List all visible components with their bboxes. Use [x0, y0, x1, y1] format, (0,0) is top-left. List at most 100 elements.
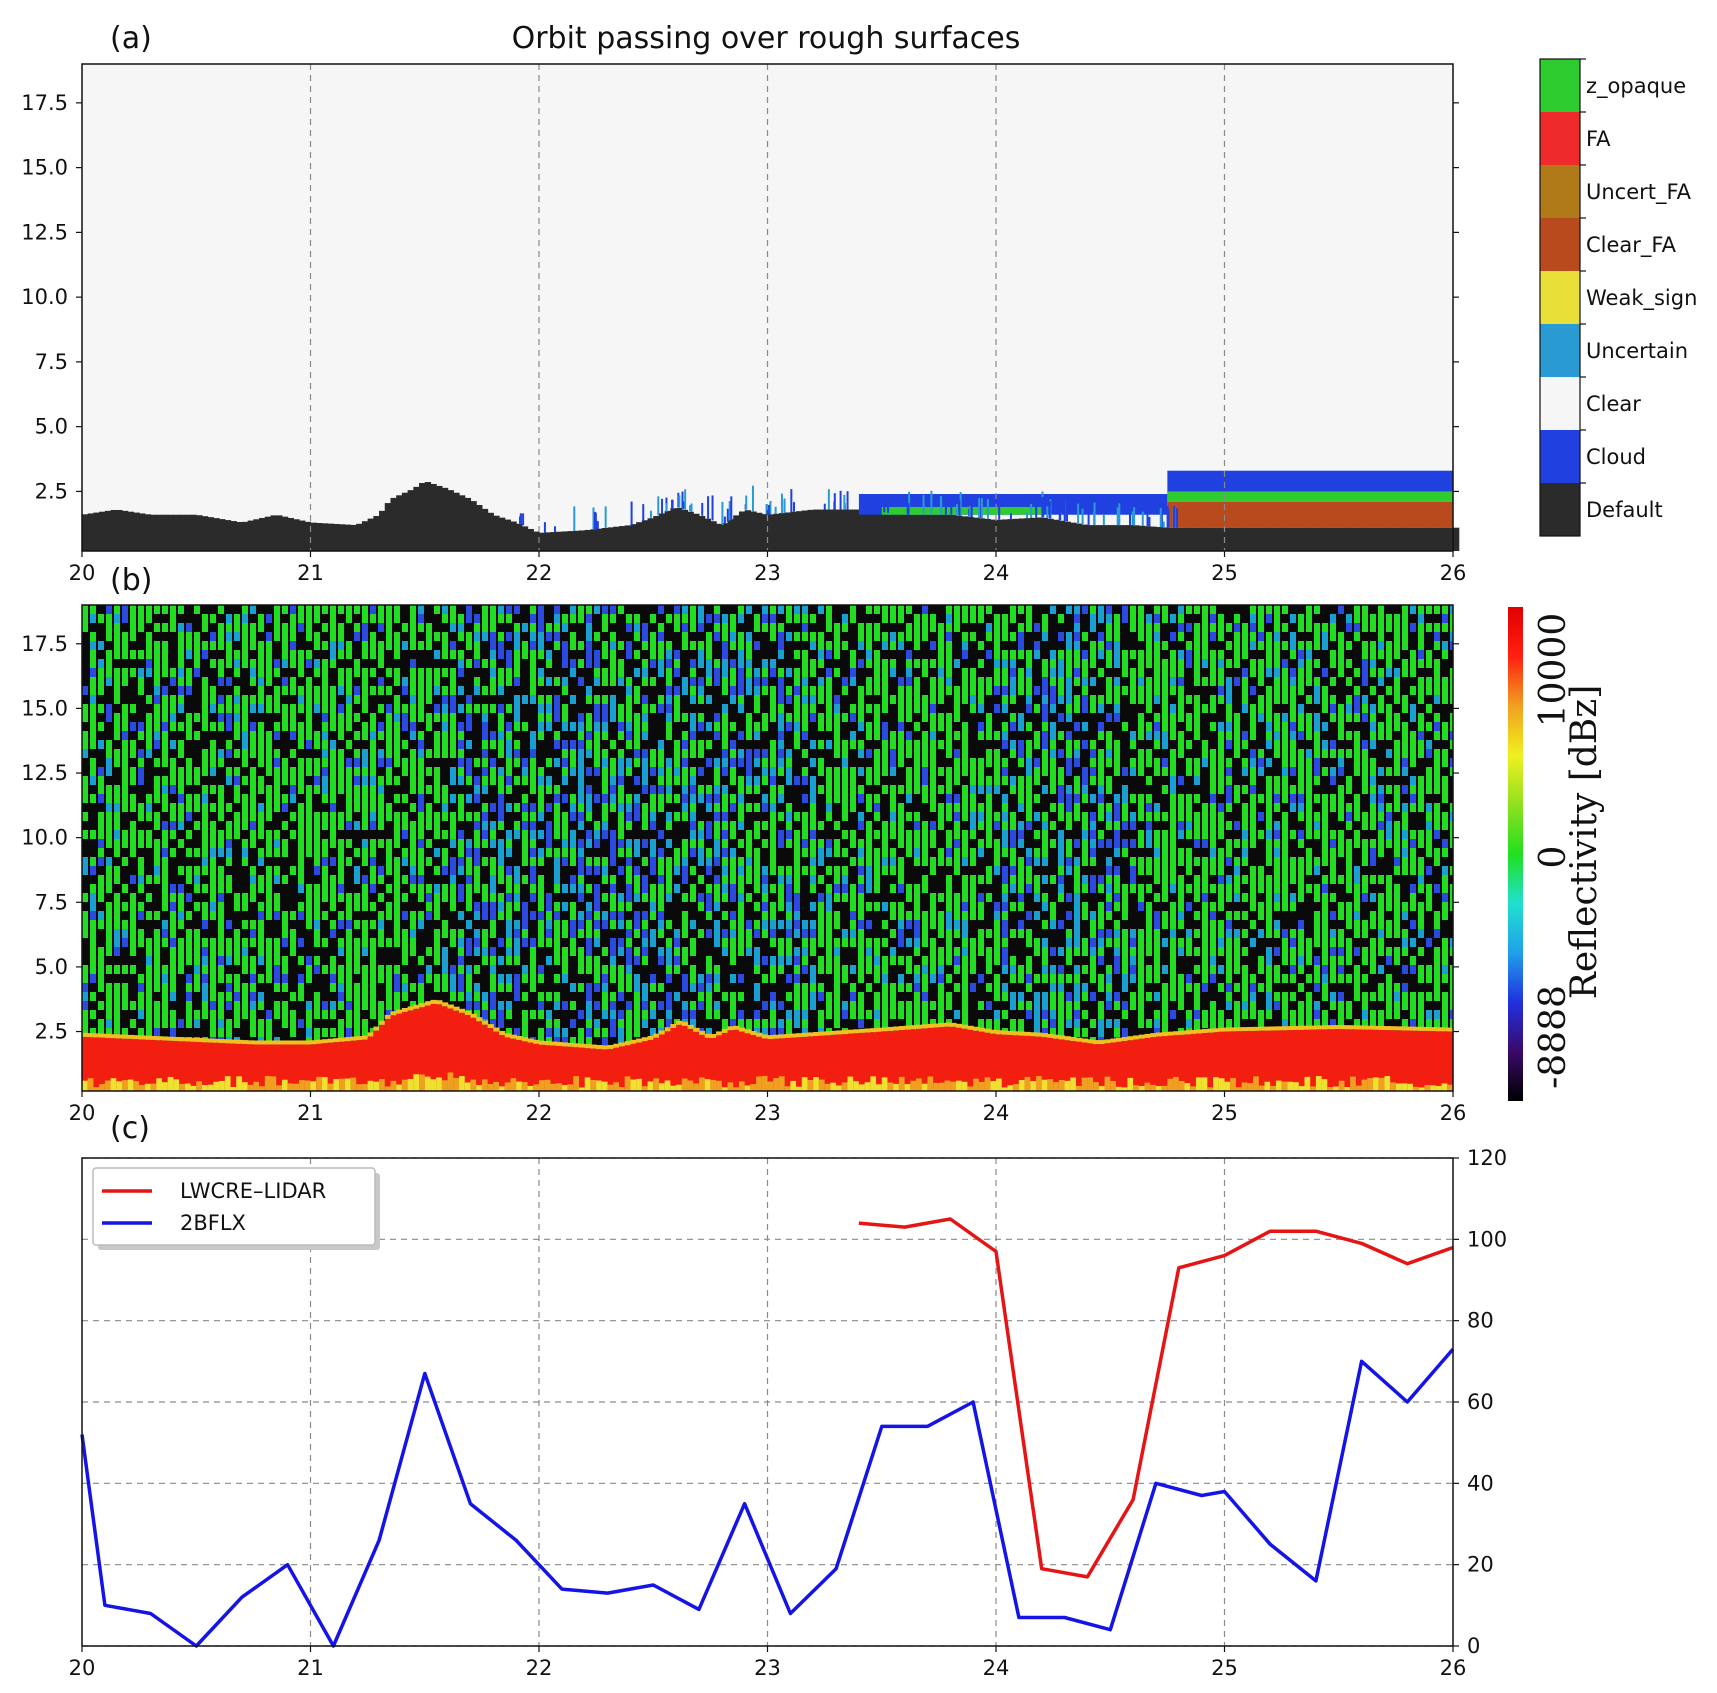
noise-pixel: [274, 902, 280, 911]
noise-pixel: [154, 1001, 160, 1010]
default-column: [99, 511, 106, 551]
noise-pixel: [522, 974, 528, 983]
noise-pixel: [170, 695, 176, 704]
noise-pixel: [402, 938, 408, 947]
noise-pixel: [418, 731, 424, 740]
noise-pixel: [378, 731, 384, 740]
noise-pixel: [274, 1001, 280, 1010]
noise-pixel: [1002, 821, 1008, 830]
noise-pixel: [938, 974, 944, 983]
noise-pixel: [210, 911, 216, 920]
noise-pixel: [690, 731, 696, 740]
noise-pixel: [674, 857, 680, 866]
noise-pixel: [202, 794, 208, 803]
noise-pixel: [154, 983, 160, 992]
noise-pixel: [306, 920, 312, 929]
noise-pixel: [778, 1028, 784, 1037]
noise-pixel: [458, 956, 464, 965]
noise-pixel: [402, 911, 408, 920]
noise-pixel: [322, 659, 328, 668]
noise-pixel: [346, 677, 352, 686]
noise-pixel: [170, 965, 176, 974]
noise-pixel: [586, 803, 592, 812]
noise-pixel: [618, 605, 624, 614]
noise-pixel: [778, 704, 784, 713]
noise-pixel: [626, 623, 632, 632]
noise-pixel: [82, 1010, 88, 1019]
noise-pixel: [874, 884, 880, 893]
noise-pixel: [738, 938, 744, 947]
noise-pixel: [146, 740, 152, 749]
noise-pixel: [354, 1028, 360, 1037]
noise-pixel: [306, 1019, 312, 1028]
noise-pixel: [514, 650, 520, 659]
noise-pixel: [378, 974, 384, 983]
noise-pixel: [538, 677, 544, 686]
noise-pixel: [650, 794, 656, 803]
noise-pixel: [706, 1010, 712, 1019]
noise-pixel: [546, 722, 552, 731]
noise-pixel: [106, 632, 112, 641]
noise-pixel: [634, 992, 640, 1001]
noise-pixel: [514, 947, 520, 956]
noise-pixel: [154, 866, 160, 875]
noise-pixel: [602, 668, 608, 677]
noise-pixel: [818, 821, 824, 830]
noise-pixel: [122, 704, 128, 713]
noise-pixel: [602, 974, 608, 983]
noise-pixel: [858, 839, 864, 848]
noise-pixel: [754, 830, 760, 839]
noise-pixel: [410, 947, 416, 956]
noise-pixel: [570, 794, 576, 803]
noise-pixel: [570, 1037, 576, 1046]
noise-pixel: [306, 722, 312, 731]
noise-pixel: [722, 812, 728, 821]
noise-pixel: [162, 992, 168, 1001]
cloud-speckle: [1063, 499, 1066, 522]
noise-pixel: [970, 803, 976, 812]
noise-pixel: [690, 623, 696, 632]
noise-pixel: [786, 911, 792, 920]
legend-frame: [1539, 58, 1581, 537]
noise-pixel: [866, 884, 872, 893]
noise-pixel: [506, 848, 512, 857]
noise-pixel: [698, 875, 704, 884]
noise-pixel: [538, 767, 544, 776]
noise-pixel: [594, 695, 600, 704]
noise-pixel: [234, 614, 240, 623]
noise-pixel: [530, 614, 536, 623]
default-column: [1355, 527, 1363, 551]
noise-pixel: [322, 749, 328, 758]
noise-pixel: [586, 938, 592, 947]
noise-pixel: [954, 830, 960, 839]
noise-pixel: [930, 1019, 936, 1028]
noise-pixel: [762, 893, 768, 902]
noise-pixel: [122, 965, 128, 974]
noise-pixel: [914, 947, 920, 956]
noise-pixel: [434, 866, 440, 875]
noise-pixel: [690, 1010, 696, 1019]
noise-pixel: [378, 794, 384, 803]
noise-pixel: [970, 965, 976, 974]
noise-pixel: [258, 659, 264, 668]
noise-pixel: [770, 938, 776, 947]
noise-pixel: [442, 830, 448, 839]
noise-pixel: [490, 1001, 496, 1010]
noise-pixel: [602, 749, 608, 758]
noise-pixel: [490, 929, 496, 938]
noise-pixel: [586, 686, 592, 695]
noise-pixel: [146, 830, 152, 839]
noise-pixel: [922, 740, 928, 749]
noise-pixel: [842, 794, 848, 803]
noise-pixel: [394, 794, 400, 803]
noise-pixel: [906, 776, 912, 785]
noise-pixel: [242, 857, 248, 866]
noise-pixel: [338, 1028, 344, 1037]
noise-pixel: [506, 884, 512, 893]
noise-pixel: [554, 938, 560, 947]
noise-pixel: [114, 830, 120, 839]
default-column: [1155, 527, 1163, 551]
default-column: [830, 509, 837, 551]
noise-pixel: [554, 605, 560, 614]
noise-pixel: [658, 659, 664, 668]
